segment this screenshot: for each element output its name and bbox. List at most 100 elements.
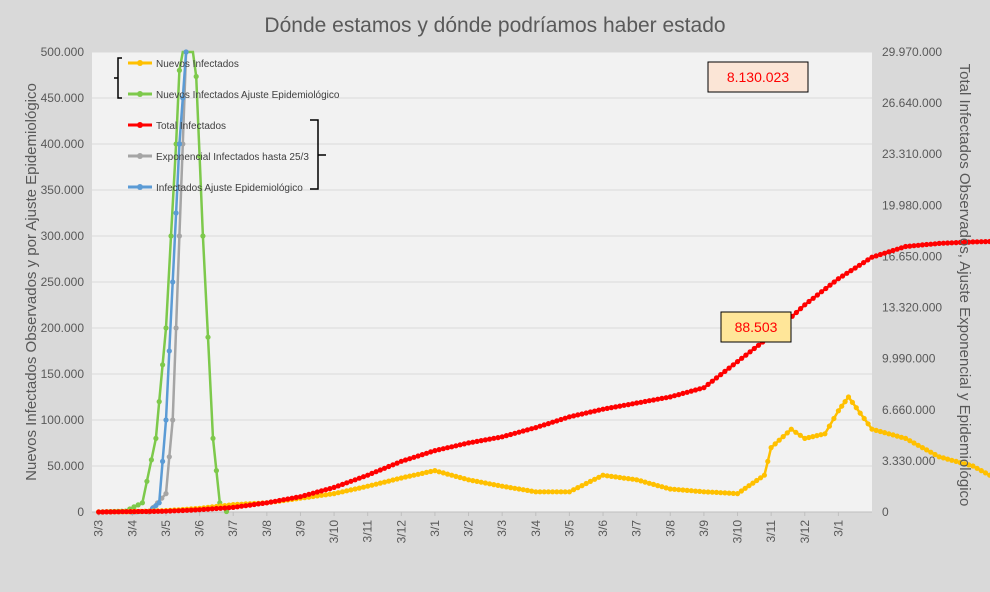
annotation-total: 8.130.023 xyxy=(727,69,789,85)
series-point xyxy=(659,395,665,401)
legend-marker xyxy=(137,153,143,159)
legend-bracket-left xyxy=(114,57,122,99)
legend-label: Nuevos Infectados xyxy=(156,59,239,70)
series-point xyxy=(173,210,179,216)
series-point xyxy=(226,505,232,511)
series-point xyxy=(470,439,476,445)
series-point xyxy=(243,503,249,509)
y-left-axis-title: Nuevos Infectados Observados y por Ajust… xyxy=(23,83,40,481)
series-point xyxy=(852,265,858,271)
series-point xyxy=(629,401,636,407)
series-point xyxy=(743,352,749,358)
series-point xyxy=(978,468,984,474)
series-point xyxy=(457,442,463,448)
series-point xyxy=(520,487,526,493)
series-point xyxy=(537,489,543,495)
series-point xyxy=(135,502,141,508)
x-tick-label: 3/5 xyxy=(159,520,173,537)
series-point xyxy=(600,472,606,478)
series-point xyxy=(907,243,913,249)
series-point xyxy=(571,413,577,419)
series-point xyxy=(180,507,186,514)
series-point xyxy=(970,239,976,245)
x-tick-label: 3/4 xyxy=(529,520,543,537)
y-left-tick-label: 200.000 xyxy=(41,321,85,335)
series-point xyxy=(928,449,934,455)
series-point xyxy=(390,477,396,483)
series-point xyxy=(663,395,669,401)
series-point xyxy=(487,436,493,442)
series-point xyxy=(381,465,388,471)
series-point xyxy=(411,454,417,460)
series-point xyxy=(153,435,159,441)
x-tick-label: 3/7 xyxy=(226,520,240,537)
annotation-new: 88.503 xyxy=(735,319,778,335)
series-point xyxy=(398,458,404,464)
series-point xyxy=(373,469,379,475)
series-point xyxy=(411,472,417,478)
series-point xyxy=(344,488,350,494)
series-point xyxy=(478,438,484,444)
series-point xyxy=(335,490,341,496)
series-point xyxy=(806,298,812,305)
series-point xyxy=(289,495,295,501)
series-point xyxy=(251,501,257,508)
series-point xyxy=(302,492,308,499)
series-point xyxy=(911,243,917,249)
series-point xyxy=(802,435,808,441)
series-point xyxy=(108,509,114,515)
y-right-tick-label: 26.640.000 xyxy=(882,96,942,110)
series-point xyxy=(814,292,821,298)
series-point xyxy=(684,487,690,493)
series-point xyxy=(600,406,606,412)
series-point xyxy=(742,485,748,491)
series-point xyxy=(148,457,154,463)
series-point xyxy=(924,241,930,248)
series-point xyxy=(306,491,312,497)
series-point xyxy=(961,461,968,467)
series-point xyxy=(356,475,362,481)
series-point xyxy=(936,240,942,246)
y-right-tick-label: 3.330.000 xyxy=(882,454,936,468)
series-point xyxy=(671,393,678,399)
series-point xyxy=(882,430,888,436)
series-point xyxy=(974,465,980,471)
series-point xyxy=(474,478,480,484)
series-point xyxy=(566,414,573,420)
series-point xyxy=(890,247,896,254)
series-point xyxy=(369,470,375,476)
series-point xyxy=(966,462,972,468)
series-point xyxy=(583,410,589,416)
series-point xyxy=(709,489,715,495)
series-point xyxy=(541,422,547,428)
series-point xyxy=(314,493,320,499)
series-point xyxy=(512,430,518,436)
x-tick-label: 3/2 xyxy=(462,520,476,537)
series-point xyxy=(537,423,543,429)
legend-marker xyxy=(137,122,143,128)
series-point xyxy=(713,375,720,381)
series-point xyxy=(453,443,459,449)
series-point xyxy=(810,295,816,301)
series-point xyxy=(428,468,434,475)
series-point xyxy=(415,471,421,477)
x-tick-label: 3/7 xyxy=(630,520,644,537)
series-point xyxy=(592,408,598,414)
series-point xyxy=(318,492,325,498)
series-point xyxy=(613,404,619,410)
series-point xyxy=(780,434,786,440)
series-point xyxy=(911,440,917,446)
series-point xyxy=(970,463,976,469)
series-point xyxy=(176,67,182,73)
series-point xyxy=(365,472,371,478)
legend-marker xyxy=(137,91,143,97)
series-point xyxy=(907,438,913,444)
x-tick-label: 3/8 xyxy=(260,520,274,537)
series-point xyxy=(596,407,602,413)
series-point xyxy=(545,489,552,495)
series-point xyxy=(348,487,354,493)
series-point xyxy=(499,434,505,440)
series-point xyxy=(680,390,686,396)
